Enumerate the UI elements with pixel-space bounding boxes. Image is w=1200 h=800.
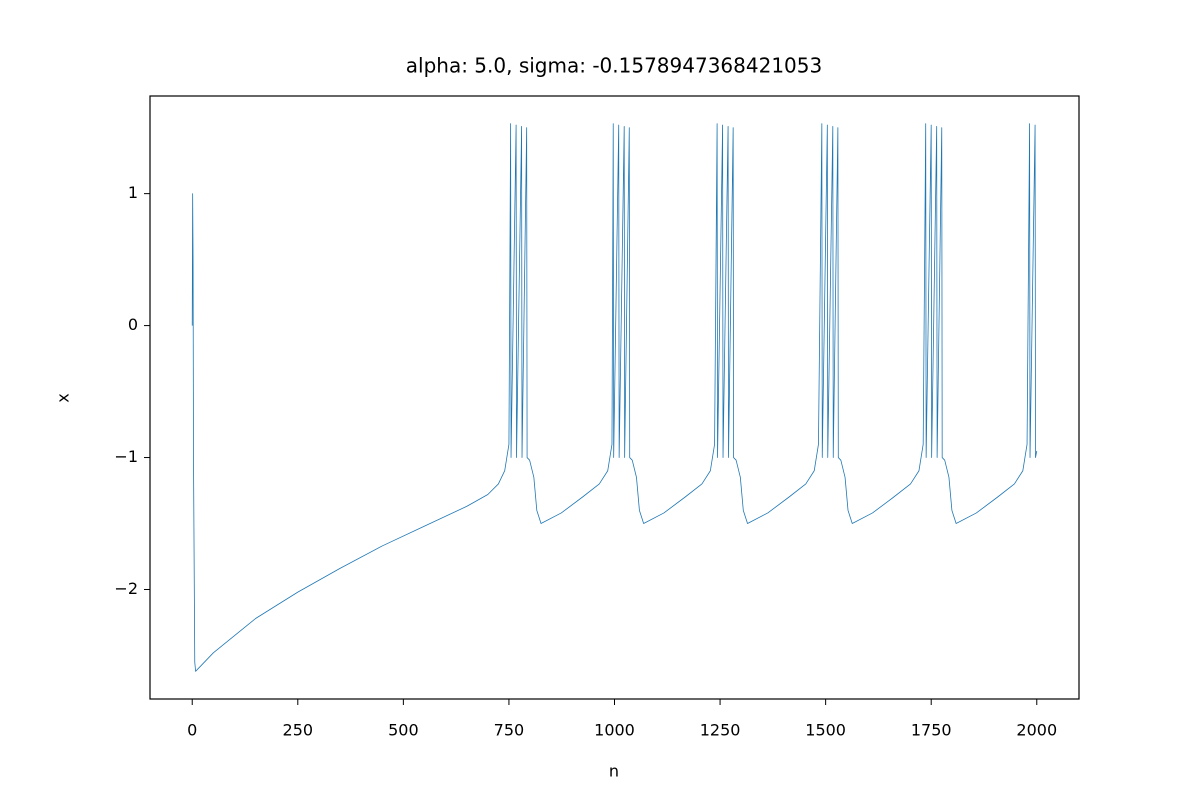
x-tick-label: 0 bbox=[187, 721, 197, 740]
x-axis-label: n bbox=[609, 762, 619, 781]
x-tick-label: 2000 bbox=[1016, 721, 1057, 740]
x-tick-label: 1750 bbox=[911, 721, 952, 740]
y-tick-label: −2 bbox=[114, 579, 138, 598]
x-tick-label: 1000 bbox=[594, 721, 635, 740]
y-tick-label: 1 bbox=[128, 183, 138, 202]
x-tick-label: 250 bbox=[283, 721, 314, 740]
y-axis-label: x bbox=[54, 393, 73, 402]
x-tick-label: 1250 bbox=[700, 721, 741, 740]
y-tick-label: −1 bbox=[114, 447, 138, 466]
data-line bbox=[191, 123, 1038, 672]
x-tick-label: 750 bbox=[494, 721, 525, 740]
x-tick-label: 1500 bbox=[805, 721, 846, 740]
y-tick-label: 0 bbox=[128, 315, 138, 334]
chart-title: alpha: 5.0, sigma: -0.1578947368421053 bbox=[406, 54, 822, 78]
x-tick-label: 500 bbox=[388, 721, 419, 740]
